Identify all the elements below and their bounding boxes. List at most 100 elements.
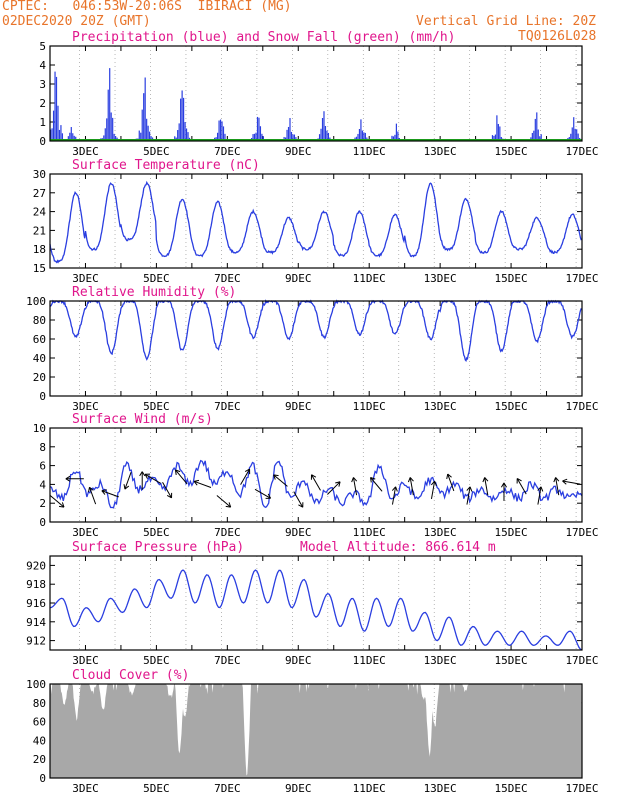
wind-arrow — [101, 490, 119, 498]
wind-arrow-head — [391, 486, 398, 492]
panel-title: Surface Wind (m/s) — [72, 412, 213, 427]
wind-arrow-head — [370, 477, 376, 483]
x-tick-label: 17DEC — [565, 400, 598, 413]
precip-bar — [540, 134, 542, 141]
precip-bar — [144, 77, 146, 141]
precip-bar — [174, 136, 176, 141]
panel-frame — [49, 427, 583, 523]
precip-bar — [221, 121, 223, 141]
y-tick-label: 100 — [26, 295, 46, 308]
precip-bar — [72, 133, 74, 141]
x-tick-label: 9DEC — [285, 272, 312, 285]
wind-arrow — [175, 469, 188, 485]
precip-bar — [497, 123, 499, 141]
precip-bar — [318, 134, 321, 141]
wind-arrow-head — [553, 477, 560, 483]
panel-frame — [49, 173, 583, 269]
precip-bar — [69, 132, 71, 141]
wind-arrow — [144, 473, 161, 484]
cloud-cover-area — [50, 684, 582, 778]
precip-bar — [113, 133, 115, 141]
panel-title: Cloud Cover (%) — [72, 668, 189, 683]
precip-bar — [143, 93, 145, 141]
y-tick-label: 15 — [33, 262, 46, 275]
y-tick-label: 24 — [33, 206, 47, 219]
precip-bar — [54, 71, 56, 141]
precip-bar — [574, 128, 576, 141]
precip-bar — [360, 119, 362, 141]
x-tick-label: 7DEC — [214, 654, 241, 667]
panel-annotation: Model Altitude: 866.614 m — [300, 540, 496, 555]
precip-bar — [537, 129, 539, 141]
y-tick-label: 10 — [33, 422, 46, 435]
x-tick-label: 17DEC — [565, 526, 598, 539]
wind-arrow-head — [446, 473, 452, 480]
wind-arrow-head — [430, 480, 437, 487]
x-tick-label: 11DEC — [353, 272, 386, 285]
wind-arrow — [516, 478, 527, 495]
precip-bar — [358, 128, 361, 141]
precip-bar — [109, 68, 111, 141]
x-tick-label: 17DEC — [565, 145, 598, 158]
y-tick-label: 912 — [26, 635, 46, 648]
x-tick-label: 3DEC — [72, 526, 99, 539]
model-id-label: TQ0126L028 — [518, 29, 597, 44]
y-tick-label: 920 — [26, 559, 46, 572]
wind-arrow — [555, 477, 560, 496]
wind-arrow-head — [562, 478, 568, 485]
y-tick-label: 60 — [33, 716, 46, 729]
precip-bar — [261, 133, 263, 141]
precip-bar — [70, 127, 72, 141]
y-tick-label: 8 — [39, 441, 46, 454]
y-tick-label: 0 — [39, 135, 46, 148]
panel-title: Surface Temperature (nC) — [72, 158, 260, 173]
precip-bar — [147, 125, 149, 141]
precip-bar — [67, 136, 69, 141]
precip-bar — [292, 134, 294, 141]
x-tick-label: 7DEC — [214, 526, 241, 539]
precip-bar — [573, 117, 575, 141]
precip-bar — [496, 115, 498, 141]
precip-bar — [73, 135, 75, 141]
panel-frame — [49, 555, 583, 651]
wind-arrow-head — [516, 478, 522, 484]
precip-bar — [536, 112, 538, 141]
precip-bar — [531, 132, 533, 141]
precip-bar — [51, 128, 53, 141]
precip-bar — [256, 116, 259, 141]
precip-bar — [397, 131, 399, 141]
wind-arrow — [293, 491, 304, 508]
precip-bar — [289, 118, 291, 141]
precip-bar — [493, 135, 495, 141]
y-tick-label: 0 — [39, 516, 46, 529]
y-tick-label: 3 — [39, 78, 46, 91]
x-tick-label: 17DEC — [565, 782, 598, 795]
wind-arrow — [254, 488, 271, 499]
x-tick-label: 5DEC — [143, 145, 170, 158]
precip-bar — [262, 136, 264, 141]
precip-bar — [539, 136, 541, 141]
precip-bar — [138, 130, 140, 141]
precip-bar — [58, 129, 61, 141]
y-tick-label: 916 — [26, 597, 46, 610]
wind-arrow-head — [466, 486, 473, 492]
precip-bar — [392, 136, 395, 141]
wind-arrow — [352, 477, 358, 496]
precip-bar — [55, 76, 58, 141]
precip-bar — [107, 89, 109, 141]
wind-arrow — [124, 472, 132, 490]
wind-arrow — [484, 477, 489, 496]
y-tick-label: 2 — [39, 97, 46, 110]
precip-bar — [57, 105, 59, 141]
precip-bar — [320, 128, 322, 141]
precip-bar — [534, 118, 536, 141]
precip-bar — [395, 123, 397, 141]
precip-bar — [357, 133, 359, 141]
panel-title: Precipitation (blue) and Snow Fall (gree… — [72, 30, 456, 45]
x-tick-label: 5DEC — [143, 654, 170, 667]
y-tick-label: 27 — [33, 187, 46, 200]
y-tick-label: 4 — [39, 59, 46, 72]
wind-arrow-head — [500, 482, 507, 488]
precip-bar — [391, 135, 393, 141]
